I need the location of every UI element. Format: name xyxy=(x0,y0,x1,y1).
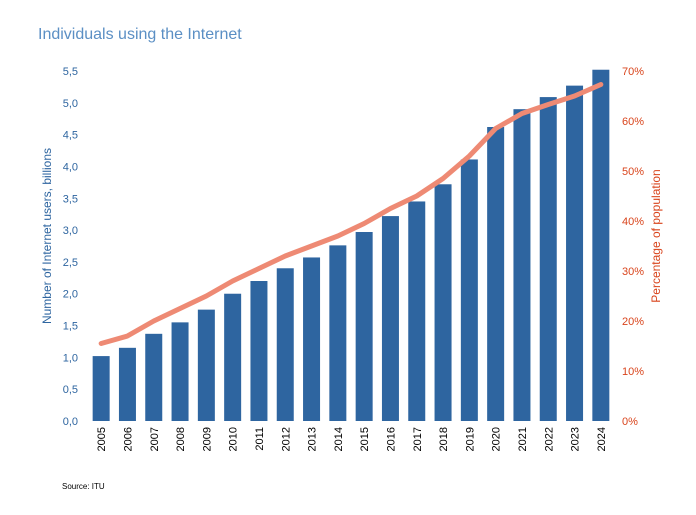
x-tick-label: 2016 xyxy=(385,427,397,451)
left-tick-label: 1,0 xyxy=(63,352,78,364)
x-tick-label: 2006 xyxy=(122,427,134,451)
left-tick-label: 1,5 xyxy=(63,321,78,333)
right-tick-label: 10% xyxy=(622,366,644,378)
bar-2018 xyxy=(434,184,452,421)
x-tick-label: 2009 xyxy=(201,427,213,451)
bar-2015 xyxy=(355,232,373,421)
x-tick-label: 2020 xyxy=(491,427,503,451)
bar-2010 xyxy=(224,293,242,421)
bar-2016 xyxy=(381,216,399,421)
left-tick-label: 0,0 xyxy=(63,416,78,428)
x-tick-label: 2010 xyxy=(228,427,240,451)
left-axis-label: Number of Internet users, billions xyxy=(40,148,54,324)
x-axis-ticks: 2005 2006 2007 2008 2009 2010 2011 2012 2013 2014… xyxy=(96,427,608,451)
bar-2009 xyxy=(197,309,215,421)
bar-2005 xyxy=(92,356,110,421)
bar-2006 xyxy=(118,347,136,421)
x-tick-label: 2022 xyxy=(543,427,555,451)
x-tick-label: 2013 xyxy=(307,427,319,451)
left-tick-label: 2,5 xyxy=(63,257,78,269)
line-series xyxy=(98,82,604,346)
left-tick-label: 5,0 xyxy=(63,98,78,110)
percentage-line xyxy=(98,82,604,346)
bar-2014 xyxy=(329,245,347,421)
right-tick-label: 30% xyxy=(622,266,644,278)
right-tick-label: 50% xyxy=(622,166,644,178)
x-tick-label: 2019 xyxy=(464,427,476,451)
left-tick-label: 3,5 xyxy=(63,193,78,205)
bar-2013 xyxy=(303,257,321,421)
x-tick-label: 2005 xyxy=(96,427,108,451)
bar-2012 xyxy=(276,268,294,421)
x-tick-label: 2014 xyxy=(333,427,345,451)
chart-title: Individuals using the Internet xyxy=(38,26,242,43)
right-tick-label: 60% xyxy=(622,116,644,128)
left-tick-label: 3,0 xyxy=(63,225,78,237)
left-axis-ticks: 0,0 0,5 1,0 1,5 2,0 2,5 3,0 3,5 4,0 4,5 5,0 5,5 xyxy=(63,66,78,428)
bar-2008 xyxy=(171,322,189,421)
x-tick-label: 2007 xyxy=(149,427,161,451)
x-tick-label: 2024 xyxy=(596,427,608,451)
x-tick-label: 2008 xyxy=(175,427,187,451)
x-tick-label: 2011 xyxy=(254,427,266,451)
bar-2017 xyxy=(408,201,426,421)
left-tick-label: 2,0 xyxy=(63,289,78,301)
left-tick-label: 4,0 xyxy=(63,161,78,173)
right-axis-ticks: 0% 10% 20% 30% 40% 50% 60% 70% xyxy=(622,66,644,428)
x-tick-label: 2023 xyxy=(570,427,582,451)
x-tick-label: 2012 xyxy=(280,427,292,451)
x-tick-label: 2015 xyxy=(359,427,371,451)
bar-2019 xyxy=(460,159,478,422)
bar-2021 xyxy=(513,109,531,421)
right-tick-label: 0% xyxy=(622,416,638,428)
bar-2023 xyxy=(566,85,584,422)
source-note: Source: ITU xyxy=(62,482,105,491)
right-tick-label: 40% xyxy=(622,216,644,228)
bar-2022 xyxy=(539,97,557,421)
right-axis-label: Percentage of population xyxy=(649,169,663,302)
left-tick-label: 4,5 xyxy=(63,130,78,142)
x-tick-label: 2018 xyxy=(438,427,450,451)
bar-2007 xyxy=(145,333,163,421)
x-tick-label: 2017 xyxy=(412,427,424,451)
right-tick-label: 70% xyxy=(622,66,644,78)
bar-series xyxy=(92,69,610,422)
bar-2024 xyxy=(592,69,610,422)
left-tick-label: 5,5 xyxy=(63,66,78,78)
left-tick-label: 0,5 xyxy=(63,384,78,396)
x-tick-label: 2021 xyxy=(517,427,529,451)
bar-2020 xyxy=(487,127,505,421)
right-tick-label: 20% xyxy=(622,316,644,328)
bar-2011 xyxy=(250,281,268,421)
